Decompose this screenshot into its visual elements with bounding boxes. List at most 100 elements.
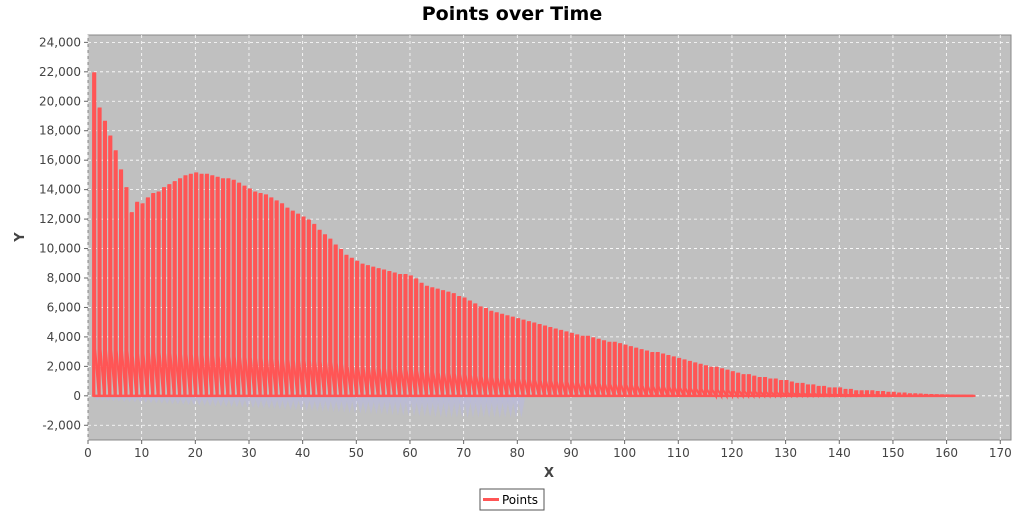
x-tick-label: 70 [456, 446, 471, 460]
series-point [832, 388, 836, 397]
series-point [140, 204, 144, 397]
series-point [145, 198, 150, 397]
series-point [440, 291, 445, 397]
series-point [655, 353, 659, 397]
series-shadow-wedge [350, 395, 359, 414]
series-shadow-wedge [458, 395, 467, 418]
series-point [972, 395, 976, 397]
series-shadow-wedge [179, 395, 188, 405]
series-shadow-wedge [506, 395, 515, 418]
series-point [360, 264, 364, 397]
series-point [167, 185, 171, 397]
y-tick-label: 12,000 [39, 212, 81, 226]
series-point [371, 267, 375, 397]
series-point [618, 344, 622, 397]
series-point [698, 364, 702, 397]
series-point [623, 345, 627, 397]
series-point [720, 369, 724, 397]
series-shadow-wedge [340, 395, 349, 413]
series-point [365, 266, 370, 397]
series-point [349, 258, 353, 397]
series-point [666, 356, 670, 397]
series-point [446, 292, 450, 397]
chart-title: Points over Time [422, 3, 603, 25]
series-point [387, 272, 391, 397]
x-tick-label: 110 [667, 446, 690, 460]
series-point [575, 335, 579, 397]
series-shadow-wedge [259, 395, 268, 409]
x-tick-label: 0 [84, 446, 92, 460]
x-tick-label: 160 [935, 446, 958, 460]
series-shadow-wedge [286, 395, 295, 411]
series-point [709, 367, 713, 397]
series-point [864, 391, 869, 397]
series-shadow-wedge [517, 395, 526, 418]
series-point [339, 250, 343, 397]
legend-box [479, 488, 545, 511]
series-point [220, 179, 225, 397]
y-tick-label: 22,000 [39, 65, 81, 79]
series-shadow-wedge [442, 395, 451, 418]
x-tick-label: 30 [241, 446, 256, 460]
series-point [97, 108, 101, 397]
series-shadow-wedge [114, 395, 123, 402]
series-point [612, 342, 616, 397]
series-point [526, 322, 531, 397]
series-point [854, 391, 858, 397]
series-point [848, 389, 853, 397]
series-point [870, 391, 874, 397]
series-point [129, 213, 133, 397]
x-tick-label: 150 [881, 446, 904, 460]
series-shadow-wedge [243, 395, 252, 408]
series-shadow-wedge [184, 395, 193, 406]
series-shadow-wedge [479, 395, 488, 418]
series-point [805, 385, 810, 397]
series-shadow-wedge [248, 395, 257, 409]
series-shadow-wedge [189, 395, 198, 406]
series-point [161, 188, 166, 397]
y-tick-label: 18,000 [39, 124, 81, 138]
series-point [580, 336, 584, 397]
series-point [183, 176, 187, 397]
series-point [124, 188, 128, 397]
y-tick-label: 16,000 [39, 153, 81, 167]
series-shadow-wedge [436, 395, 445, 418]
series-shadow-wedge [147, 395, 156, 404]
series-point [564, 332, 568, 397]
series-shadow-wedge [168, 395, 177, 405]
series-point [644, 351, 649, 397]
x-axis-ticks: 0 10 20 30 40 50 60 70 80 90 100 110 120 130 140 150 160… [84, 440, 1012, 460]
series-shadow-wedge [426, 395, 435, 417]
series-point [258, 194, 262, 397]
series-point [381, 270, 386, 397]
series-point [328, 239, 332, 397]
series-shadow-wedge [173, 395, 182, 405]
x-tick-label: 170 [989, 446, 1012, 460]
series-point [269, 198, 273, 397]
series-point [795, 384, 799, 397]
series-point [714, 367, 718, 397]
series-point [215, 177, 219, 397]
series-point [768, 379, 772, 397]
series-point [151, 194, 155, 397]
y-tick-label: 6,000 [47, 300, 81, 314]
series-shadow-wedge [420, 395, 429, 417]
series-shadow-wedge [399, 395, 408, 416]
series-shadow-wedge [329, 395, 338, 413]
series-point [639, 350, 643, 397]
series-point [247, 189, 251, 397]
series-point [784, 381, 788, 397]
series-shadow-wedge [232, 395, 241, 408]
series-point [333, 245, 337, 397]
series-shadow-wedge [157, 395, 166, 404]
series-point [467, 301, 472, 397]
series-point [736, 373, 740, 397]
series-point [322, 235, 327, 397]
x-tick-label: 140 [828, 446, 851, 460]
series-shadow-wedge [195, 395, 204, 406]
series-point [773, 379, 777, 397]
series-point [430, 288, 434, 397]
series-shadow-wedge [130, 395, 139, 403]
series-shadow-wedge [372, 395, 381, 415]
series-point [113, 151, 117, 397]
